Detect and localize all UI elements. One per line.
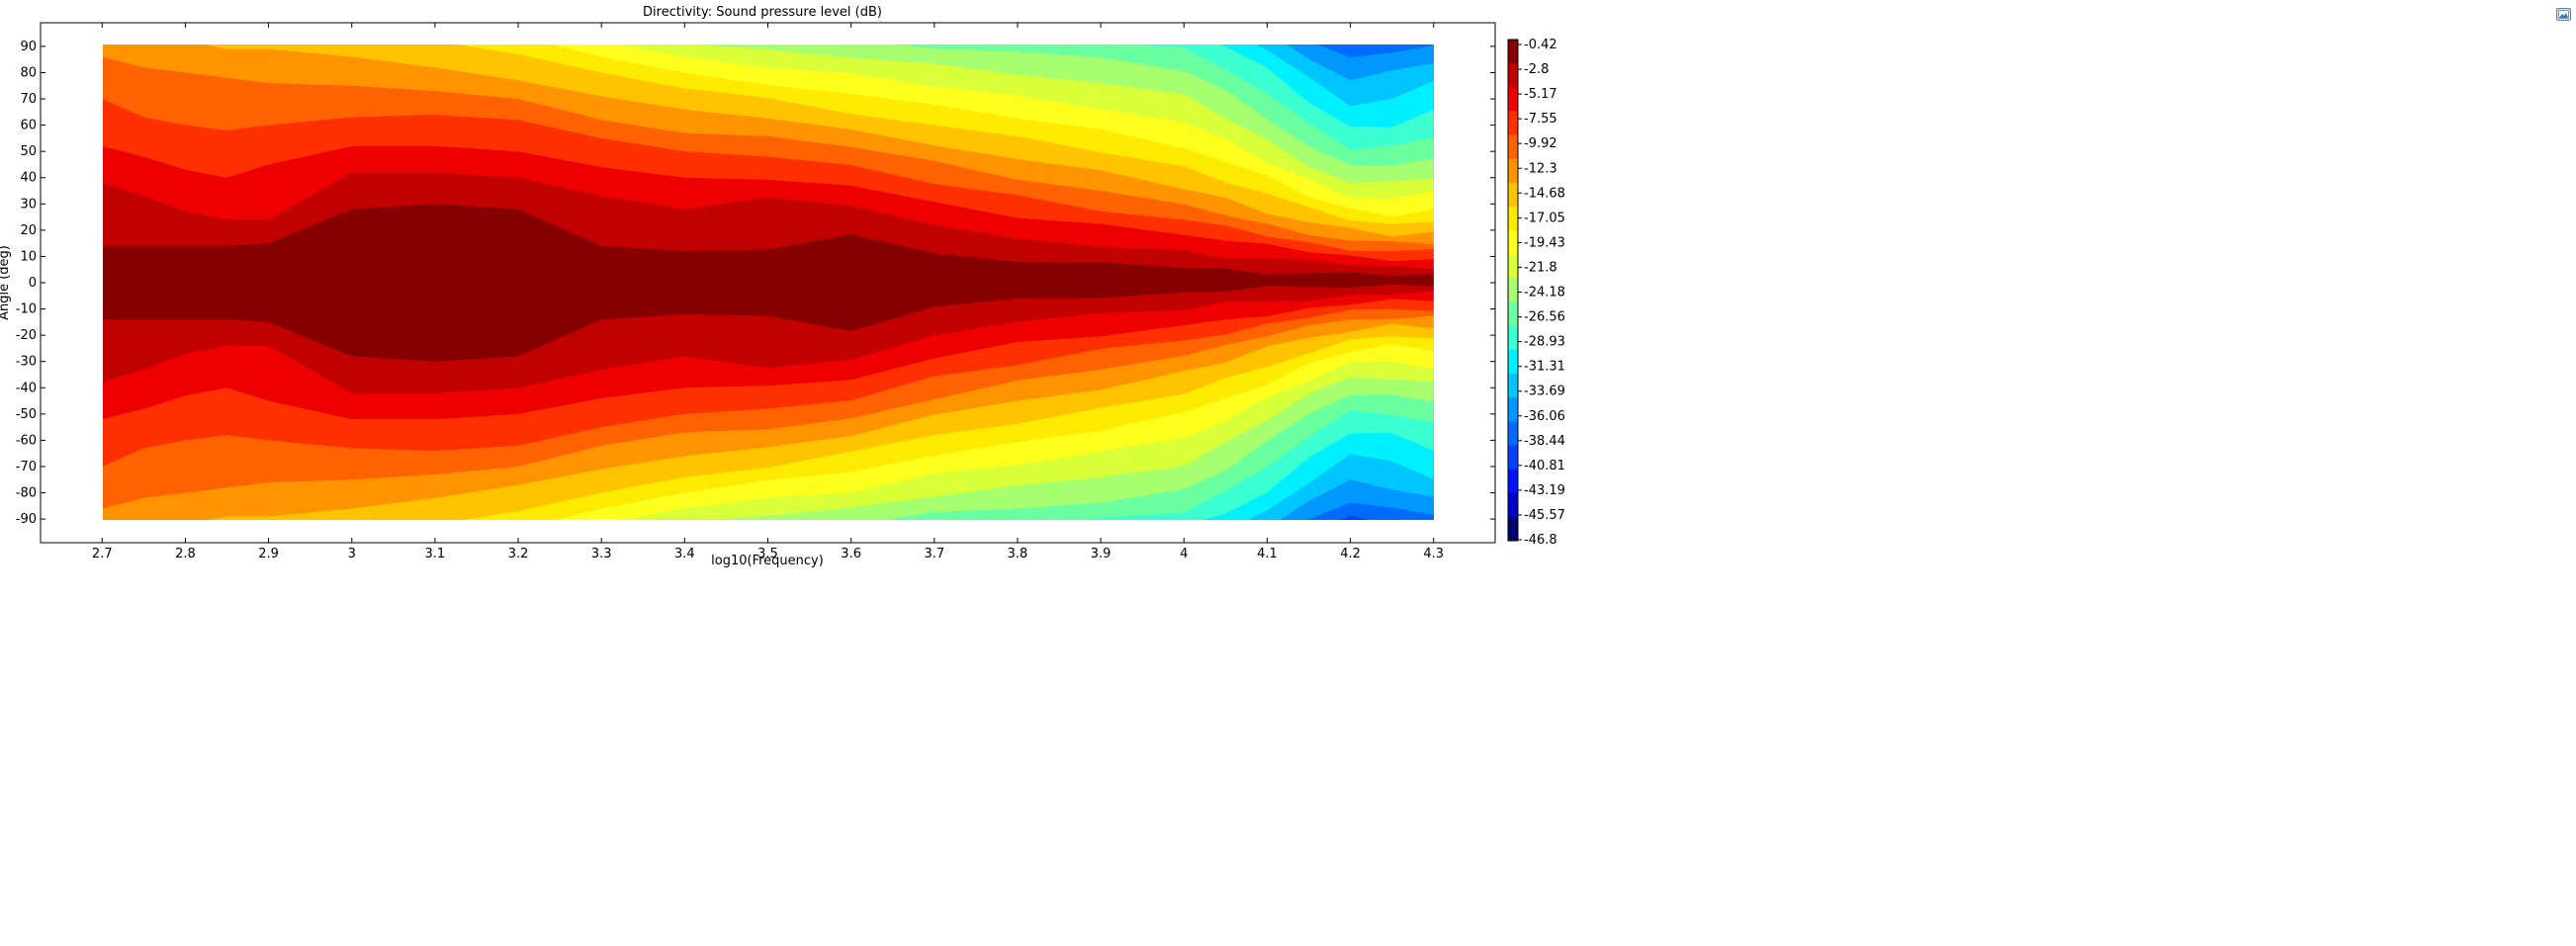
colorbar-tick-label: -26.56	[1524, 310, 1565, 325]
colorbar-tick-label: -21.8	[1524, 260, 1557, 275]
colorbar-swatch	[1508, 469, 1518, 494]
x-tick-label: 3.3	[591, 547, 612, 561]
colorbar-swatch	[1508, 40, 1518, 64]
colorbar-tick-label: -46.8	[1524, 533, 1557, 548]
colorbar-tick-label: -7.55	[1524, 112, 1557, 127]
y-tick-label: -10	[16, 302, 37, 317]
y-tick-label: 50	[20, 144, 37, 159]
y-tick-label: 10	[20, 249, 37, 264]
y-tick-label: -30	[16, 355, 37, 370]
colorbar-tick-label: -45.57	[1524, 508, 1565, 523]
chart-title: Directivity: Sound pressure level (dB)	[643, 5, 882, 20]
y-tick-label: -80	[16, 486, 37, 501]
image-export-icon[interactable]	[2556, 8, 2571, 21]
colorbar-tick-label: -9.92	[1524, 136, 1557, 151]
colorbar-tick-label: -17.05	[1524, 211, 1565, 225]
x-tick-label: 4.3	[1423, 547, 1444, 561]
colorbar-swatch	[1508, 158, 1518, 184]
x-tick-label: 3.7	[924, 547, 944, 561]
y-tick-label: 80	[20, 65, 37, 80]
x-tick-label: 3.5	[757, 547, 778, 561]
y-tick-label: 70	[20, 92, 37, 107]
colorbar-swatch	[1508, 374, 1518, 398]
x-tick-label: 3	[348, 547, 356, 561]
x-tick-label: 3.2	[508, 547, 529, 561]
colorbar-swatch	[1508, 87, 1518, 112]
colorbar-tick-label: -40.81	[1524, 459, 1565, 473]
y-tick-label: 30	[20, 197, 37, 212]
colorbar-tick-label: -31.31	[1524, 360, 1565, 375]
x-tick-label: 3.9	[1091, 547, 1111, 561]
y-tick-label: -70	[16, 460, 37, 474]
x-tick-label: 4.1	[1257, 547, 1278, 561]
colorbar-swatch	[1508, 182, 1518, 208]
colorbar: -0.42 -2.8 -5.17 -7.55 -9.92 -12.3 -14.68 -17.0…	[1507, 38, 1565, 548]
contour-field	[103, 44, 1434, 520]
x-tick-label: 2.7	[92, 547, 113, 561]
y-axis: 90 80 70 60 50 40 30 20 10 0 -10 -20 -30 -40 -50 -60 -70…	[16, 40, 1495, 527]
y-tick-label: -90	[16, 512, 37, 527]
colorbar-swatch	[1508, 516, 1518, 542]
colorbar-swatch	[1508, 111, 1518, 136]
colorbar-tick-label: -19.43	[1524, 235, 1565, 250]
colorbar-swatch	[1508, 492, 1518, 518]
colorbar-swatch	[1508, 421, 1518, 446]
x-tick-label: 3.6	[841, 547, 861, 561]
colorbar-swatch	[1508, 397, 1518, 422]
colorbar-tick-label: -38.44	[1524, 434, 1565, 449]
colorbar-tick-label: -0.42	[1524, 38, 1557, 52]
x-tick-label: 3.4	[674, 547, 695, 561]
y-tick-label: -60	[16, 433, 37, 448]
x-tick-label: 2.9	[258, 547, 279, 561]
colorbar-swatch	[1508, 445, 1518, 471]
x-tick-label: 3.8	[1008, 547, 1028, 561]
y-tick-label: 20	[20, 223, 37, 238]
colorbar-swatch	[1508, 301, 1518, 327]
y-tick-label: -20	[16, 328, 37, 343]
y-tick-label: 90	[20, 40, 37, 54]
colorbar-swatch	[1508, 63, 1518, 88]
colorbar-tick-label: -12.3	[1524, 161, 1557, 176]
colorbar-tick-label: -43.19	[1524, 483, 1565, 498]
colorbar-tick-label: -33.69	[1524, 385, 1565, 399]
colorbar-tick-label: -14.68	[1524, 186, 1565, 201]
x-tick-label: 4.2	[1340, 547, 1361, 561]
x-axis: 2.7 2.8 2.9 3 3.1 3.2 3.3 3.4 3.5 3.6 3.7 3.8 3.9 4 4.…	[92, 23, 1444, 561]
y-tick-label: 60	[20, 119, 37, 133]
x-axis-label: log10(Frequency)	[711, 554, 824, 568]
contour-band	[103, 204, 1434, 362]
y-tick-label: -50	[16, 407, 37, 422]
colorbar-tick-label: -28.93	[1524, 335, 1565, 350]
x-tick-label: 3.1	[425, 547, 446, 561]
y-axis-label: Angle (deg)	[0, 245, 12, 320]
y-tick-label: 0	[29, 276, 37, 291]
y-tick-label: -40	[16, 381, 37, 395]
x-tick-label: 2.8	[175, 547, 196, 561]
colorbar-tick-label: -5.17	[1524, 87, 1557, 102]
colorbar-swatch	[1508, 134, 1518, 160]
colorbar-swatch	[1508, 254, 1518, 279]
colorbar-swatch	[1508, 207, 1518, 231]
colorbar-tick-label: -2.8	[1524, 62, 1549, 77]
colorbar-swatch	[1508, 230, 1518, 255]
y-tick-label: 40	[20, 171, 37, 186]
colorbar-swatch	[1508, 278, 1518, 303]
colorbar-swatch	[1508, 349, 1518, 375]
x-tick-label: 4	[1180, 547, 1188, 561]
colorbar-tick-label: -36.06	[1524, 409, 1565, 424]
colorbar-swatch	[1508, 325, 1518, 351]
colorbar-tick-label: -24.18	[1524, 286, 1565, 301]
colorbar-frame	[1507, 39, 1519, 542]
